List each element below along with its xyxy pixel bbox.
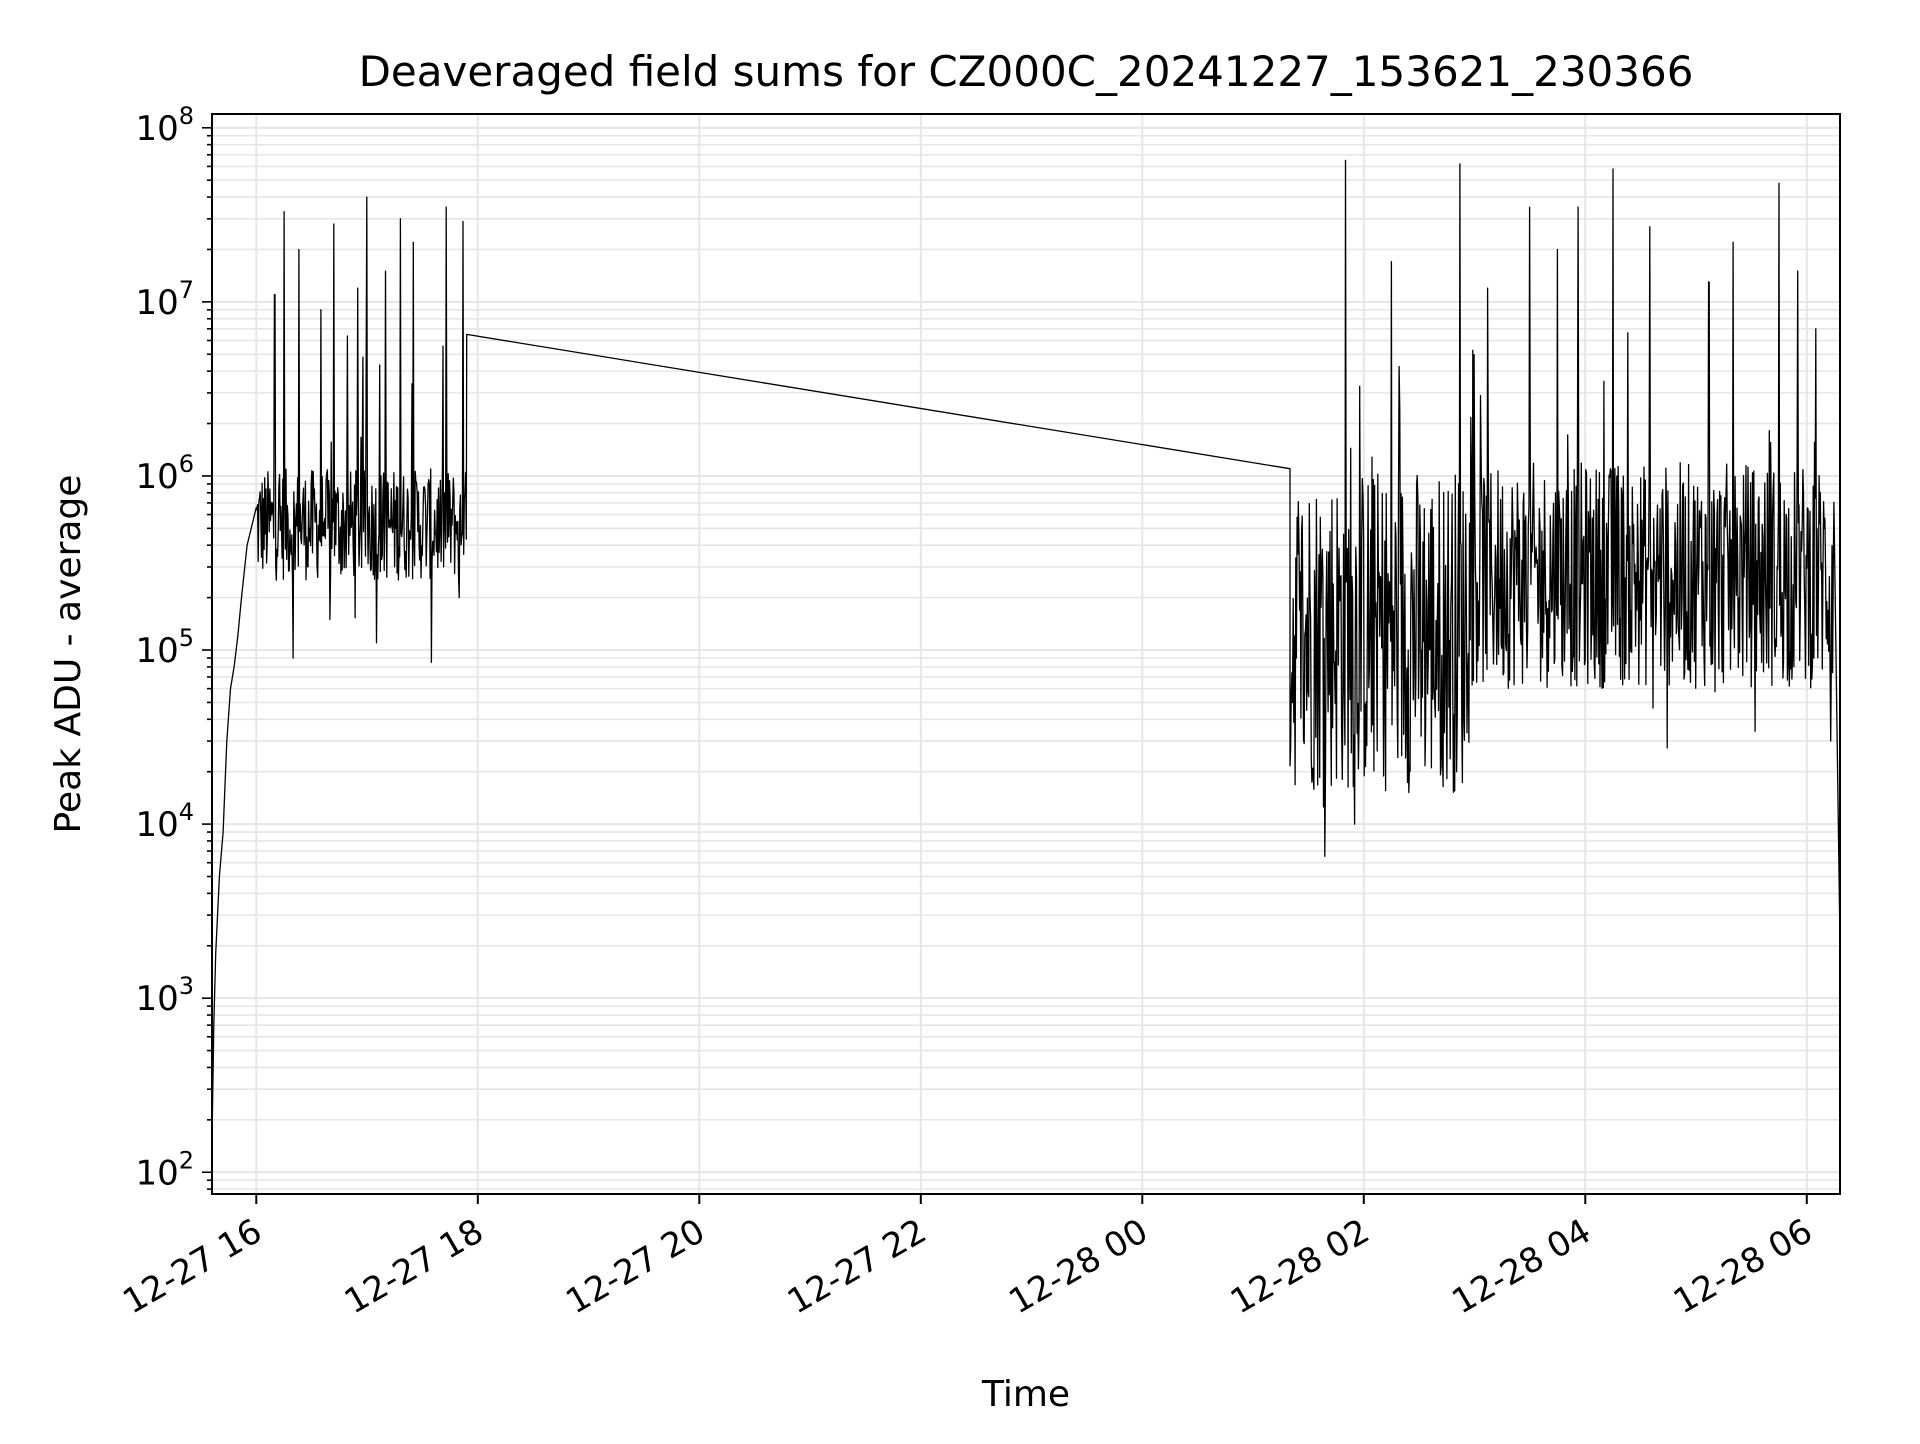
x-tick-label: 12-27 20 bbox=[559, 1211, 711, 1322]
plot-frame bbox=[211, 113, 1841, 1195]
y-tick-label: 106 bbox=[135, 450, 194, 497]
x-tick-label: 12-28 06 bbox=[1667, 1211, 1819, 1322]
x-tick-label: 12-28 02 bbox=[1224, 1211, 1376, 1322]
data-line bbox=[211, 159, 1841, 1142]
chart-title: Deaveraged field sums for CZ000C_2024122… bbox=[359, 47, 1694, 96]
grid-layer bbox=[212, 114, 1840, 1194]
y-axis-label: Peak ADU - average bbox=[48, 475, 89, 834]
y-tick-label: 108 bbox=[135, 102, 194, 149]
x-tick-label: 12-28 00 bbox=[1002, 1211, 1154, 1322]
x-tick-label: 12-27 22 bbox=[781, 1211, 933, 1322]
y-tick-label: 104 bbox=[135, 798, 194, 845]
y-tick-label: 105 bbox=[135, 624, 194, 671]
x-tick-label: 12-27 16 bbox=[116, 1211, 268, 1322]
x-tick-label: 12-27 18 bbox=[338, 1211, 490, 1322]
tick-layer: 12-27 16 12-27 18 12-27 20 12-27 22 12-28 00… bbox=[116, 102, 1819, 1322]
y-tick-label: 103 bbox=[135, 972, 194, 1019]
y-tick-label: 107 bbox=[135, 276, 194, 323]
y-tick-label: 102 bbox=[135, 1146, 194, 1193]
x-tick-label: 12-28 04 bbox=[1445, 1211, 1597, 1322]
x-axis-label: Time bbox=[981, 1374, 1070, 1415]
series-layer bbox=[211, 159, 1841, 1142]
